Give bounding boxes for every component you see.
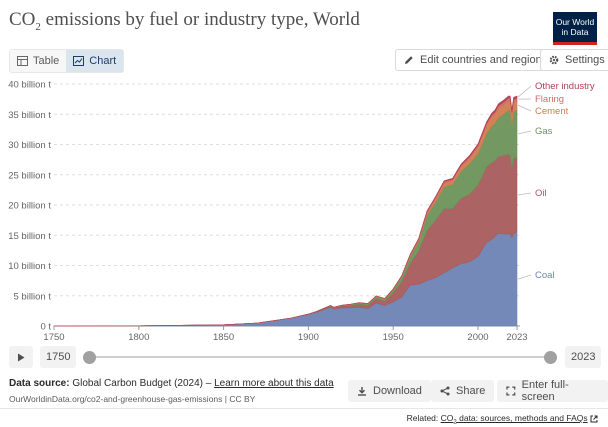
page-title: CO2 emissions by fuel or industry type, … <box>9 9 360 33</box>
logo-line-2: in Data <box>561 27 589 37</box>
related-link[interactable]: CO2 data: sources, methods and FAQs <box>440 413 588 426</box>
tab-table[interactable]: Table <box>10 50 66 72</box>
data-source: Data source: Global Carbon Budget (2024)… <box>9 378 334 389</box>
gear-icon <box>549 55 559 65</box>
legend-label: Other industry <box>535 81 595 92</box>
learn-more-link[interactable]: Learn more about this data <box>214 378 334 389</box>
x-tick-label: 1900 <box>298 332 319 342</box>
download-icon <box>358 387 366 396</box>
tab-table-label: Table <box>33 55 60 67</box>
timeline-end-year[interactable]: 2023 <box>565 346 602 368</box>
external-link-icon <box>590 415 598 423</box>
line-chart-icon <box>73 56 85 66</box>
y-tick-label: 0 t <box>40 322 51 333</box>
legend-label: Flaring <box>535 94 564 105</box>
timeline-track[interactable] <box>89 356 551 358</box>
emissions-area-chart: 0 t 5 billion t 10 billion t 15 billion t 20… <box>8 80 595 343</box>
x-tick-label: 1750 <box>43 332 64 342</box>
timeline-start-year[interactable]: 1750 <box>40 346 77 368</box>
y-tick-label: 25 billion t <box>8 170 51 181</box>
y-tick-label: 35 billion t <box>8 110 51 121</box>
x-tick-label: 1950 <box>383 332 404 342</box>
legend-leader <box>517 274 532 280</box>
expand-icon <box>506 386 516 396</box>
area-other-industry <box>53 95 518 327</box>
legend-label: Coal <box>535 270 555 281</box>
legend-leader <box>517 104 532 112</box>
data-source-separator: – <box>203 378 215 389</box>
pencil-icon <box>405 56 413 64</box>
x-tick-label: 1850 <box>213 332 234 342</box>
y-axis-labels: 0 t 5 billion t 10 billion t 15 billion t 20… <box>8 80 51 333</box>
logo-line-1: Our World <box>555 17 595 27</box>
y-tick-label: 10 billion t <box>8 261 51 272</box>
y-tick-label: 30 billion t <box>8 140 51 151</box>
legend-label: Oil <box>535 188 547 199</box>
tab-chart-label: Chart <box>89 55 117 67</box>
x-tick-label: 2000 <box>467 332 488 342</box>
related-links: Related: CO2 data: sources, methods and … <box>407 413 598 426</box>
timeline-start-handle[interactable] <box>83 351 96 364</box>
play-button[interactable] <box>9 346 33 368</box>
edit-countries-label: Edit countries and regions <box>420 54 548 66</box>
x-tick-label: 2023 <box>506 332 527 342</box>
y-tick-label: 15 billion t <box>8 231 51 242</box>
play-icon <box>18 353 25 361</box>
data-source-label: Data source: <box>9 378 70 389</box>
footer-divider <box>0 408 608 409</box>
y-tick-label: 40 billion t <box>8 80 51 91</box>
share-icon <box>440 386 450 396</box>
settings-button[interactable]: Settings <box>540 49 608 71</box>
settings-label: Settings <box>565 54 605 66</box>
chart-areas <box>53 95 518 327</box>
timeline-end-handle[interactable] <box>544 351 557 364</box>
x-axis: 1750 1800 1850 1900 1950 2000 2023 <box>43 326 528 342</box>
legend-label: Cement <box>535 106 569 117</box>
download-label: Download <box>373 385 422 397</box>
fullscreen-button[interactable]: Enter full-screen <box>497 379 608 403</box>
legend-leader <box>517 85 532 98</box>
x-tick-label: 1800 <box>128 332 149 342</box>
source-url: OurWorldinData.org/co2-and-greenhouse-ga… <box>9 394 256 404</box>
edit-countries-button[interactable]: Edit countries and regions <box>395 49 557 71</box>
legend-leader <box>517 130 532 135</box>
data-source-text: Global Carbon Budget (2024) <box>72 378 203 389</box>
share-button[interactable]: Share <box>431 380 495 402</box>
table-icon <box>17 56 28 66</box>
y-tick-label: 20 billion t <box>8 201 51 212</box>
owid-logo[interactable]: Our World in Data <box>553 12 597 45</box>
share-label: Share <box>456 385 486 397</box>
view-tabs: Table Chart <box>9 49 125 73</box>
related-label: Related: <box>406 413 439 423</box>
fullscreen-label: Enter full-screen <box>521 379 569 403</box>
download-button[interactable]: Download <box>348 380 431 402</box>
legend-leader <box>517 192 532 196</box>
tab-chart[interactable]: Chart <box>66 50 124 72</box>
legend-label: Gas <box>535 126 553 137</box>
y-tick-label: 5 billion t <box>14 291 52 302</box>
